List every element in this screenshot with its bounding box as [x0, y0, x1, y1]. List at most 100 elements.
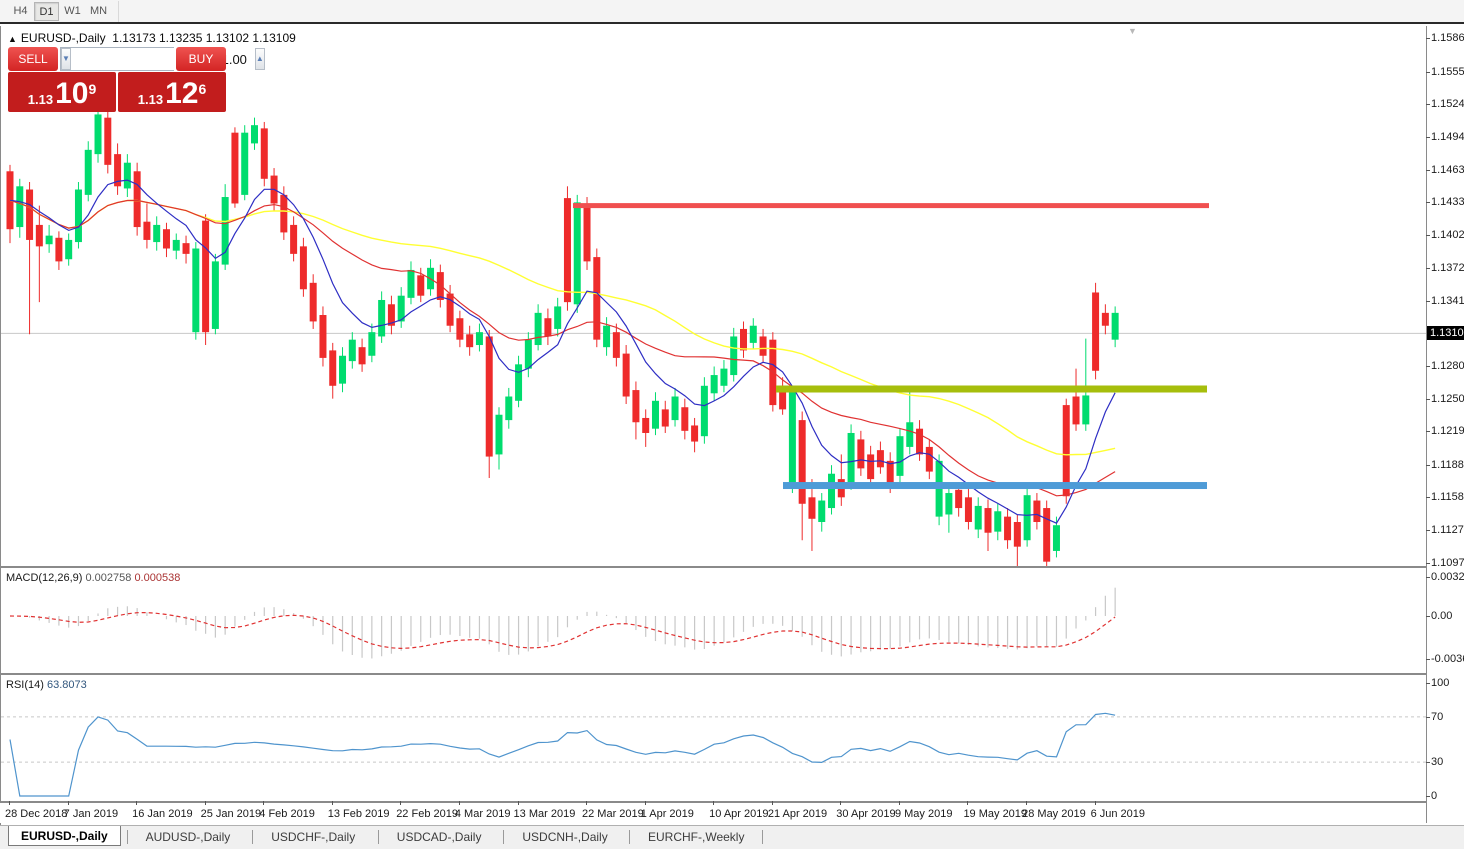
axis-tick	[1426, 683, 1430, 684]
candle	[788, 385, 796, 494]
bid-quote-box[interactable]: 1.13 10 9	[8, 72, 116, 112]
candle	[1033, 493, 1041, 530]
candle	[143, 203, 151, 249]
candle	[407, 261, 415, 305]
symbol-tab-bar: EURUSD-,Daily AUDUSD-,Daily USDCHF-,Daily U…	[0, 825, 1464, 849]
candle	[368, 323, 376, 363]
date-tick	[967, 801, 969, 805]
candle	[172, 233, 180, 260]
candle	[319, 306, 327, 367]
axis-tick	[1426, 464, 1430, 466]
price-tick-label: 1.15550	[1431, 65, 1464, 78]
timeframe-button-h4[interactable]: H4	[13, 5, 28, 17]
candle	[221, 184, 229, 270]
candle	[1023, 486, 1031, 547]
hline-resistance-red[interactable]	[573, 203, 1209, 209]
axis-tick	[1426, 762, 1430, 764]
panel-separator-main-macd[interactable]	[1, 566, 1427, 568]
candle	[876, 441, 884, 474]
date-label: 19 May 2019	[963, 808, 1028, 820]
spin-up-icon: ▲	[255, 54, 264, 63]
candle	[925, 439, 933, 480]
symbol-tab-eurchfweekly[interactable]: EURCHF-,Weekly	[648, 830, 745, 844]
candle	[828, 465, 836, 515]
macd-axis-label: 0.00	[1431, 610, 1453, 622]
buy-button[interactable]: BUY	[176, 47, 226, 71]
volume-decrease-button[interactable]: ▼	[61, 48, 71, 70]
candle	[485, 330, 493, 479]
current-price-badge: 1.13109	[1427, 326, 1464, 340]
chart-title: ▲ EURUSD-,Daily 1.13173 1.13235 1.13102 1…	[8, 31, 296, 45]
candle	[202, 214, 210, 346]
date-tick	[1094, 801, 1096, 805]
candle	[681, 398, 689, 440]
axis-tick	[1426, 616, 1430, 617]
price-axis[interactable]	[1426, 26, 1464, 823]
macd-panel[interactable]	[1, 568, 1427, 674]
candle	[622, 345, 630, 405]
candle	[6, 164, 14, 244]
candle	[55, 231, 63, 270]
collapse-icon[interactable]: ▲	[8, 34, 17, 44]
candle	[192, 242, 200, 340]
price-tick-label: 1.12500	[1431, 392, 1464, 405]
date-label: 21 Apr 2019	[767, 808, 828, 820]
date-label: 28 Dec 2018	[5, 808, 68, 820]
candle	[133, 162, 141, 236]
rsi-panel[interactable]	[1, 675, 1427, 801]
candle	[378, 291, 386, 343]
candle	[593, 248, 601, 348]
hline-resistance-olive[interactable]	[776, 385, 1207, 393]
price-chart[interactable]	[1, 26, 1427, 566]
date-tick	[1026, 801, 1028, 805]
candle	[16, 178, 24, 238]
axis-tick	[1426, 530, 1430, 532]
date-label: 10 Apr 2019	[709, 808, 769, 820]
symbol-tab-usdcnhdaily[interactable]: USDCNH-,Daily	[522, 830, 608, 844]
bid-price-big: 10	[55, 77, 89, 110]
volume-input[interactable]	[70, 48, 255, 70]
candle	[994, 503, 1002, 541]
axis-tick	[1426, 716, 1430, 718]
timeframe-button-w1[interactable]: W1	[64, 5, 81, 17]
date-tick	[263, 801, 265, 805]
axis-tick	[1426, 576, 1430, 578]
timeframe-button-d1[interactable]: D1	[34, 2, 59, 21]
tab-divider	[126, 830, 128, 844]
panel-separator-macd-rsi[interactable]	[1, 673, 1427, 675]
candle	[495, 407, 503, 470]
axis-tick	[1426, 235, 1430, 237]
candle	[642, 409, 650, 447]
date-axis[interactable]: 28 Dec 2018 7 Jan 2019 16 Jan 2019 25 Jan 2…	[0, 801, 1426, 823]
candle	[974, 497, 982, 539]
macd-axis-label: 0.003287	[1431, 570, 1464, 583]
axis-tick	[1426, 136, 1430, 138]
candle	[114, 143, 122, 195]
candle	[84, 141, 92, 202]
bid-price-pipette: 9	[88, 81, 97, 97]
axis-tick	[1426, 202, 1430, 204]
candle	[182, 235, 190, 264]
ask-price-pipette: 6	[198, 81, 207, 97]
chart-ohlc-readout: 1.13173 1.13235 1.13102 1.13109	[112, 31, 296, 45]
symbol-tab-usdchfdaily[interactable]: USDCHF-,Daily	[271, 830, 356, 844]
sell-button[interactable]: SELL	[8, 47, 58, 71]
rsi-axis-label: 0	[1431, 790, 1438, 802]
candle	[339, 347, 347, 393]
candle	[544, 308, 552, 346]
hline-support-blue[interactable]	[783, 482, 1207, 490]
candle	[309, 274, 317, 329]
axis-tick	[1426, 796, 1430, 797]
symbol-tab-audusddaily[interactable]: AUDUSD-,Daily	[145, 830, 231, 844]
symbol-tab-usdcaddaily[interactable]: USDCAD-,Daily	[396, 830, 482, 844]
price-tick-label: 1.14940	[1431, 130, 1464, 143]
candle	[857, 430, 865, 476]
ask-quote-box[interactable]: 1.13 12 6	[118, 72, 226, 112]
candle	[35, 205, 43, 303]
candle	[123, 154, 131, 198]
symbol-tab-eurusddaily[interactable]: EURUSD-,Daily	[8, 826, 121, 846]
volume-increase-button[interactable]: ▲	[254, 48, 265, 70]
chart-shift-marker-icon[interactable]: ▼	[1128, 26, 1137, 36]
candle	[387, 295, 395, 335]
timeframe-button-mn[interactable]: MN	[89, 5, 108, 17]
